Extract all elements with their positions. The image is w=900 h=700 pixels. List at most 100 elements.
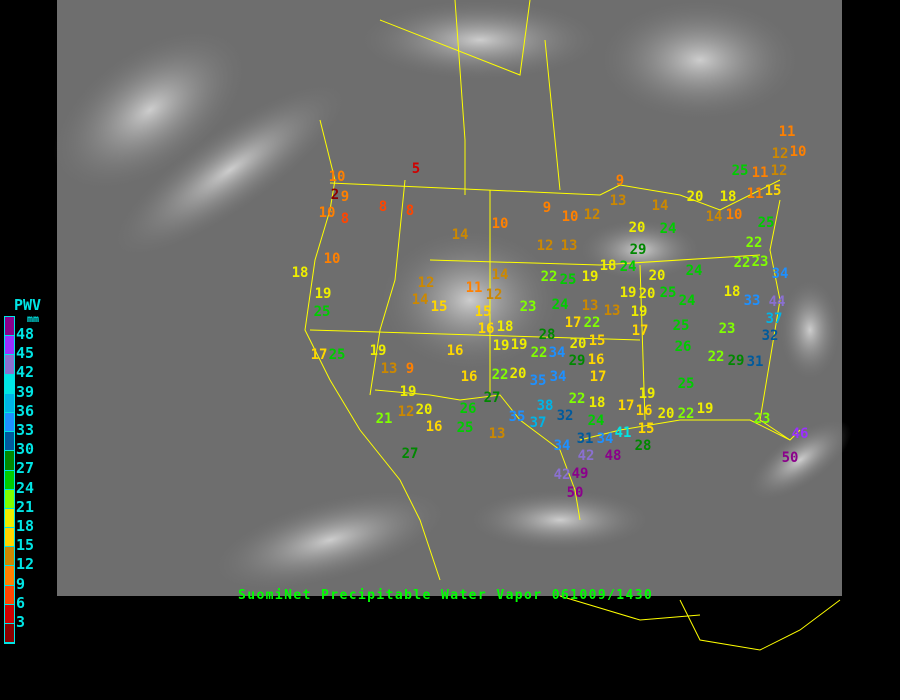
cloud-layer xyxy=(53,0,852,590)
station-pwv-label: 20 xyxy=(629,220,646,236)
station-pwv-label: 8 xyxy=(406,203,414,219)
political-boundaries xyxy=(304,0,841,651)
station-pwv-label: 9 xyxy=(616,173,624,189)
station-pwv-label: 9 xyxy=(543,200,551,216)
station-pwv-label: 50 xyxy=(782,450,799,466)
station-pwv-label: 19 xyxy=(511,337,528,353)
station-pwv-label: 20 xyxy=(416,402,433,418)
station-pwv-label: 14 xyxy=(706,209,723,225)
legend-label: 6 xyxy=(16,593,26,612)
station-pwv-label: 32 xyxy=(762,328,779,344)
station-pwv-label: 11 xyxy=(466,280,483,296)
station-pwv-label: 10 xyxy=(562,209,579,225)
legend-swatch xyxy=(5,508,14,529)
station-pwv-label: 19 xyxy=(631,304,648,320)
station-pwv-label: 38 xyxy=(537,398,554,414)
station-pwv-label: 19 xyxy=(370,343,387,359)
station-pwv-label: 18 xyxy=(497,319,514,335)
station-pwv-label: 24 xyxy=(686,263,703,279)
station-pwv-label: 26 xyxy=(460,401,477,417)
station-pwv-label: 19 xyxy=(493,338,510,354)
station-pwv-label: 23 xyxy=(752,254,769,270)
station-pwv-label: 2 xyxy=(331,187,339,203)
station-pwv-label: 22 xyxy=(734,255,751,271)
station-pwv-label: 50 xyxy=(567,485,584,501)
station-pwv-label: 16 xyxy=(478,321,495,337)
station-pwv-label: 42 xyxy=(554,467,571,483)
legend-label: 39 xyxy=(16,382,35,401)
legend-unit: mm xyxy=(27,314,40,325)
station-pwv-label: 46 xyxy=(792,426,809,442)
station-pwv-label: 34 xyxy=(772,266,789,282)
station-pwv-label: 16 xyxy=(426,419,443,435)
station-pwv-label: 25 xyxy=(457,420,474,436)
station-pwv-label: 25 xyxy=(732,163,749,179)
station-pwv-label: 25 xyxy=(329,347,346,363)
station-pwv-label: 37 xyxy=(530,415,547,431)
station-pwv-label: 20 xyxy=(639,286,656,302)
station-pwv-label: 22 xyxy=(678,406,695,422)
legend-swatch xyxy=(5,470,14,490)
station-pwv-label: 17 xyxy=(632,323,649,339)
station-pwv-label: 16 xyxy=(447,343,464,359)
station-pwv-label: 19 xyxy=(400,384,417,400)
station-pwv-label: 9 xyxy=(406,361,414,377)
station-pwv-label: 22 xyxy=(541,269,558,285)
station-pwv-label: 49 xyxy=(572,466,589,482)
station-pwv-label: 23 xyxy=(719,321,736,337)
station-pwv-label: 15 xyxy=(475,304,492,320)
station-pwv-label: 22 xyxy=(584,315,601,331)
station-pwv-label: 42 xyxy=(578,448,595,464)
station-pwv-label: 25 xyxy=(314,304,331,320)
station-pwv-label: 10 xyxy=(492,216,509,232)
station-pwv-label: 10 xyxy=(329,169,346,185)
station-pwv-label: 17 xyxy=(618,398,635,414)
station-pwv-label: 12 xyxy=(418,275,435,291)
station-pwv-label: 24 xyxy=(552,297,569,313)
legend-swatch xyxy=(5,412,14,433)
legend-swatch xyxy=(5,393,14,413)
station-pwv-label: 28 xyxy=(539,327,556,343)
station-pwv-label: 25 xyxy=(758,215,775,231)
station-pwv-label: 11 xyxy=(779,124,796,140)
station-pwv-label: 18 xyxy=(600,258,617,274)
legend-label: 27 xyxy=(16,459,35,478)
station-pwv-label: 13 xyxy=(582,298,599,314)
station-pwv-label: 15 xyxy=(589,333,606,349)
station-pwv-label: 29 xyxy=(630,242,647,258)
station-pwv-label: 13 xyxy=(381,361,398,377)
legend-label: 42 xyxy=(16,363,35,382)
station-pwv-label: 10 xyxy=(319,205,336,221)
legend-label: 30 xyxy=(16,440,35,459)
station-pwv-label: 12 xyxy=(537,238,554,254)
station-pwv-label: 26 xyxy=(675,339,692,355)
station-pwv-label: 31 xyxy=(747,354,764,370)
station-pwv-label: 9 xyxy=(341,189,349,205)
station-pwv-label: 12 xyxy=(398,404,415,420)
legend-swatch xyxy=(5,585,14,605)
station-pwv-label: 22 xyxy=(569,391,586,407)
station-pwv-label: 15 xyxy=(765,183,782,199)
station-pwv-label: 19 xyxy=(697,401,714,417)
station-pwv-label: 32 xyxy=(557,408,574,424)
station-pwv-label: 37 xyxy=(766,311,783,327)
legend-label: 12 xyxy=(16,555,35,574)
station-pwv-label: 34 xyxy=(554,438,571,454)
station-pwv-label: 25 xyxy=(560,272,577,288)
station-pwv-label: 24 xyxy=(588,413,605,429)
station-pwv-label: 31 xyxy=(577,431,594,447)
station-pwv-label: 18 xyxy=(292,265,309,281)
station-pwv-label: 17 xyxy=(565,315,582,331)
station-pwv-label: 18 xyxy=(589,395,606,411)
station-pwv-label: 20 xyxy=(570,336,587,352)
station-pwv-label: 15 xyxy=(431,299,448,315)
station-pwv-label: 11 xyxy=(752,165,769,181)
station-pwv-label: 13 xyxy=(610,193,627,209)
legend-label: 48 xyxy=(16,325,35,343)
legend-swatch xyxy=(5,489,14,509)
legend-swatch xyxy=(5,432,14,452)
station-pwv-label: 23 xyxy=(754,411,771,427)
legend-swatch xyxy=(5,624,14,644)
